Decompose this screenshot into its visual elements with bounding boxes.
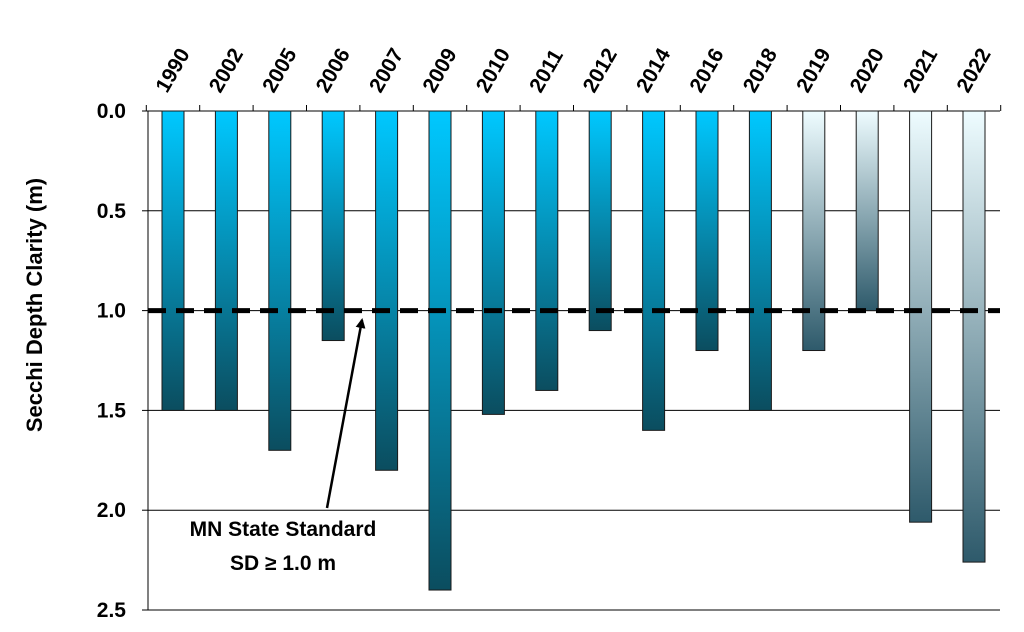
- bar-2020: [855, 110, 879, 312]
- x-tick-label-2014: 2014: [632, 44, 675, 96]
- y-axis-title: Secchi Depth Clarity (m): [22, 178, 47, 432]
- x-tick-label-2007: 2007: [365, 45, 408, 97]
- x-tick-label-2010: 2010: [472, 45, 515, 97]
- y-tick-label: 0.5: [97, 200, 127, 223]
- x-tick-label-2011: 2011: [525, 45, 568, 96]
- y-tick-label: 0.0: [97, 100, 126, 123]
- bar-2018: [748, 110, 772, 411]
- bar-2007: [375, 110, 399, 471]
- x-tick-label-2012: 2012: [579, 45, 622, 97]
- bars: [161, 110, 986, 591]
- x-tick-label-2006: 2006: [312, 45, 355, 97]
- annotation-line-2: SD ≥ 1.0 m: [230, 552, 336, 575]
- bar-2022: [962, 110, 986, 563]
- bar-2010: [481, 110, 505, 415]
- x-tick-label-2002: 2002: [205, 45, 248, 97]
- x-tick-label-2005: 2005: [258, 44, 301, 96]
- bar-2009: [428, 110, 452, 591]
- bar-2011: [535, 110, 559, 391]
- y-tick-label: 2.5: [97, 599, 127, 622]
- x-tick-label-2009: 2009: [418, 45, 461, 97]
- x-tick-label-2021: 2021: [899, 44, 942, 96]
- bar-2021: [909, 110, 933, 523]
- annotation-arrow: [325, 318, 366, 509]
- annotation: MN State Standard SD ≥ 1.0 m: [190, 318, 377, 575]
- bar-2005: [268, 110, 292, 451]
- bar-2019: [802, 110, 826, 352]
- bar-2002: [214, 110, 238, 411]
- x-tick-label-2016: 2016: [685, 45, 728, 97]
- y-tick-label: 1.0: [97, 300, 126, 323]
- bar-2014: [642, 110, 666, 431]
- bar-2006: [321, 110, 345, 342]
- x-tick-label-2022: 2022: [952, 45, 995, 97]
- x-tick-label-2019: 2019: [792, 45, 835, 97]
- y-tick-label: 1.5: [97, 399, 127, 422]
- x-tick-label-2020: 2020: [846, 45, 889, 97]
- bar-1990: [161, 110, 185, 411]
- bar-2012: [588, 110, 612, 332]
- bar-2016: [695, 110, 719, 352]
- annotation-line-1: MN State Standard: [190, 518, 377, 541]
- y-tick-label: 2.0: [97, 499, 126, 522]
- x-tick-label-1990: 1990: [151, 45, 194, 97]
- x-tick-label-2018: 2018: [739, 44, 782, 96]
